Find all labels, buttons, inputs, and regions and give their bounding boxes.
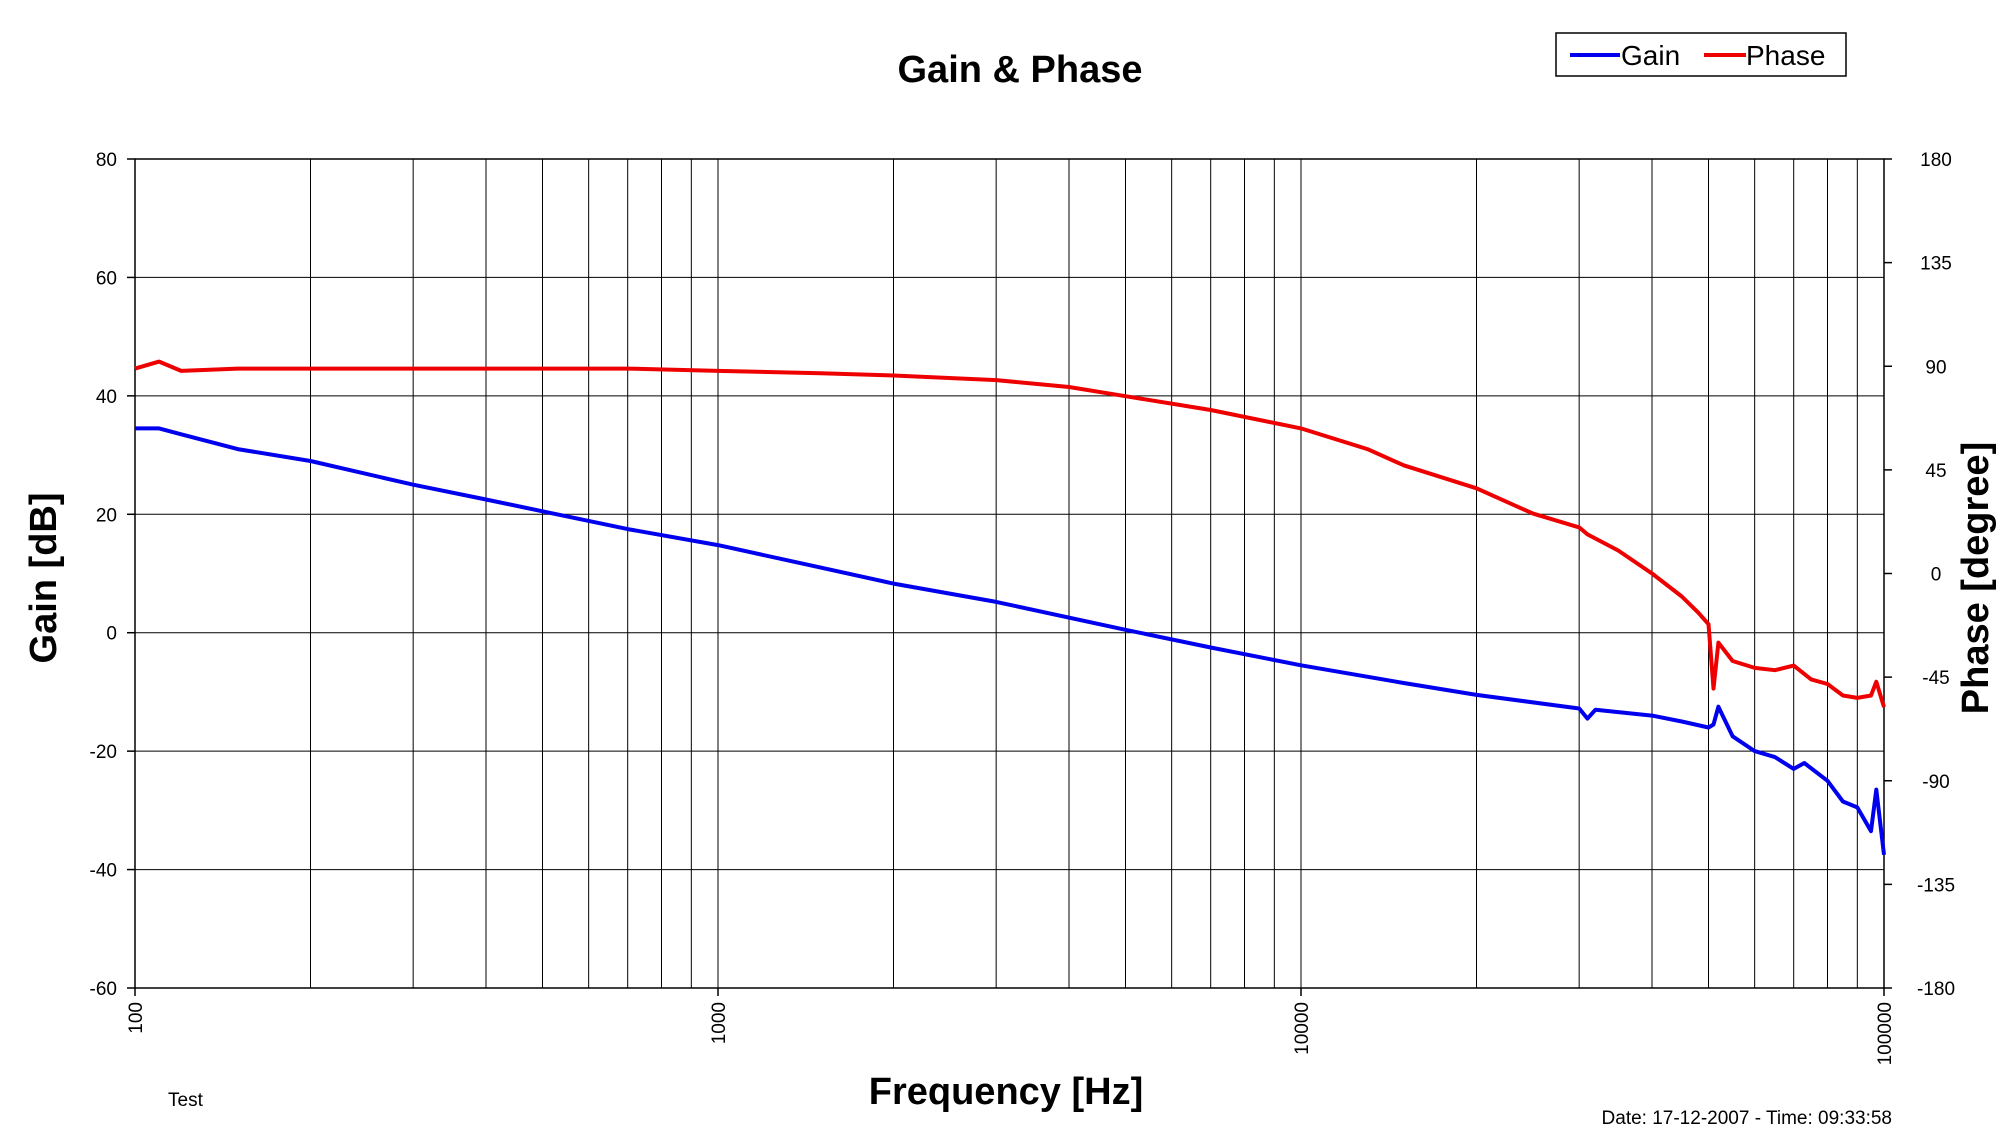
test-label: Test [168, 1090, 204, 1111]
phase-tick-label: 180 [1920, 150, 1952, 171]
phase-tick-label: 45 [1925, 461, 1946, 482]
frequency-axis-title: Frequency [Hz] [869, 1071, 1143, 1113]
phase-tick-label: 135 [1920, 254, 1952, 275]
legend: Gain Phase [1555, 32, 1847, 77]
phase-tick-label: -180 [1917, 979, 1955, 1000]
legend-phase-label: Phase [1746, 40, 1825, 71]
phase-axis-ticks: 180 135 90 45 0 -45 -90 -135 -180 [1884, 150, 1955, 1000]
gain-axis-ticks: 80 60 40 20 0 -20 -40 -60 [90, 150, 135, 1000]
plot-grid [135, 159, 1884, 988]
gain-tick-label: 40 [96, 387, 117, 408]
phase-tick-label: 0 [1931, 565, 1942, 586]
gain-tick-label: 20 [96, 505, 117, 526]
phase-tick-label: -45 [1922, 668, 1949, 689]
frequency-tick-label: 100 [126, 1002, 147, 1034]
phase-tick-label: -135 [1917, 875, 1955, 896]
legend-gain-label: Gain [1621, 40, 1680, 71]
phase-series-line [134, 359, 1886, 708]
gain-tick-label: -60 [90, 979, 117, 1000]
frequency-axis-ticks: 100 1000 10000 100000 [126, 988, 1896, 1065]
gain-tick-label: -40 [90, 861, 117, 882]
frequency-tick-label: 100000 [1875, 1002, 1896, 1065]
frequency-tick-label: 10000 [1292, 1002, 1313, 1055]
gain-axis-title: Gain [dB] [23, 493, 65, 664]
chart-title: Gain & Phase [898, 49, 1143, 91]
gain-series-line [135, 426, 1886, 856]
gain-tick-label: 0 [106, 624, 117, 645]
phase-axis-title: Phase [degree] [1955, 442, 1997, 714]
gain-tick-label: -20 [90, 742, 117, 763]
phase-tick-label: 90 [1925, 357, 1946, 378]
timestamp-label: Date: 17-12-2007 - Time: 09:33:58 [1602, 1108, 1892, 1129]
frequency-tick-label: 1000 [709, 1002, 730, 1044]
gain-tick-label: 80 [96, 150, 117, 171]
gain-tick-label: 60 [96, 268, 117, 289]
phase-tick-label: -90 [1922, 772, 1949, 793]
